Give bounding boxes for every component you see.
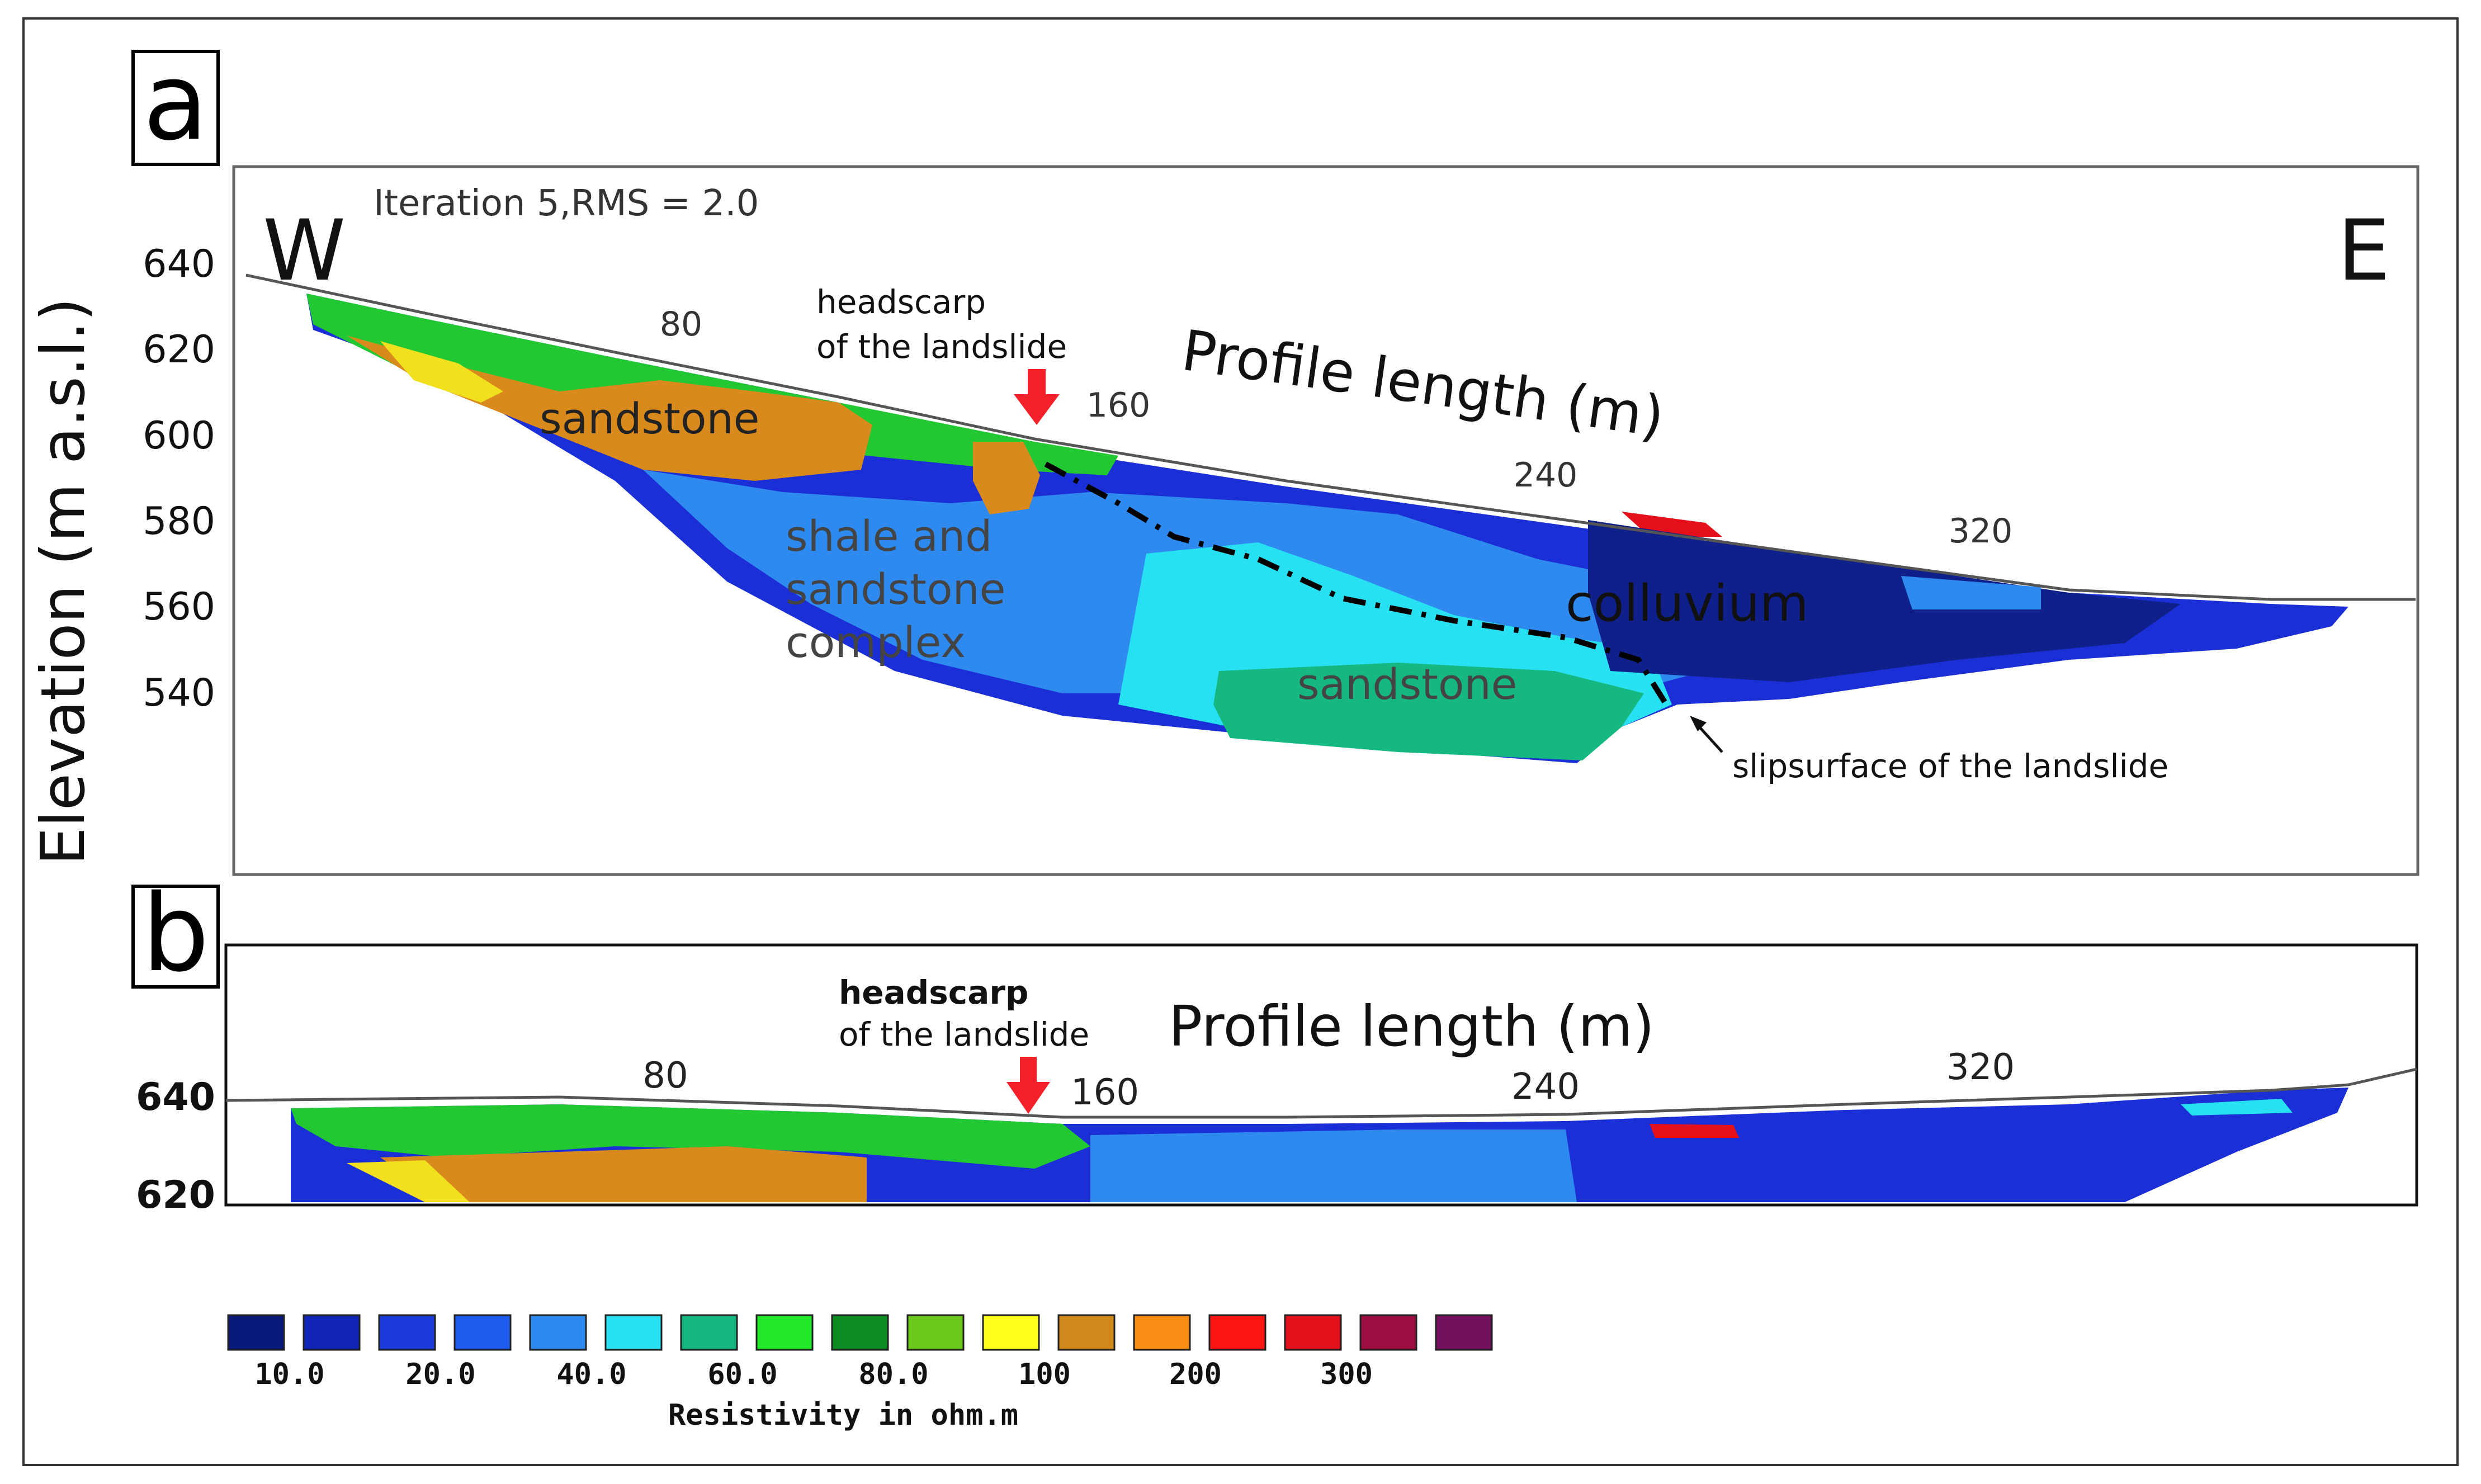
x-tick-b-160: 160: [1071, 1072, 1139, 1113]
label-colluvium: colluvium: [1566, 574, 1809, 633]
legend: 10.0 20.0 40.0 60.0 80.0 100 200 300 Res…: [227, 1314, 1493, 1432]
headscarp-label-b-1: headscarp: [839, 973, 1028, 1012]
label-shale-2: sandstone: [786, 564, 1005, 614]
legend-tick-80: 80.0: [858, 1358, 928, 1391]
legend-swatch: [1359, 1314, 1417, 1351]
label-sandstone-lower: sandstone: [1297, 659, 1517, 709]
section-a-orange-body: [347, 335, 872, 481]
label-sandstone-upper: sandstone: [540, 394, 759, 443]
y-tick-b-640: 640: [136, 1075, 215, 1119]
x-tick-a-240: 240: [1514, 456, 1578, 495]
headscarp-label-a-2: of the landslide: [816, 328, 1067, 366]
west-label: W: [263, 202, 346, 300]
y-tick-a-620: 620: [143, 328, 215, 372]
resistivity-section-a: [306, 294, 2348, 763]
panel-b-letter: b: [142, 872, 210, 995]
x-tick-a-320: 320: [1949, 512, 2013, 551]
x-tick-b-240: 240: [1511, 1066, 1580, 1108]
legend-swatch: [303, 1314, 361, 1351]
label-shale-1: shale and: [786, 511, 992, 561]
section-a-yellow-patch: [380, 341, 503, 403]
y-tick-a-540: 540: [143, 671, 215, 715]
y-tick-b-620: 620: [136, 1173, 215, 1217]
legend-swatch: [1133, 1314, 1191, 1351]
legend-title: Resistivity in ohm.m: [668, 1398, 1018, 1432]
legend-tick-300: 300: [1320, 1358, 1373, 1391]
slipsurface-pointer-head: [1690, 716, 1707, 731]
x-tick-a-80: 80: [660, 305, 702, 344]
legend-swatch: [755, 1314, 814, 1351]
section-b-red: [1650, 1124, 1739, 1138]
ground-surface-b: [225, 1067, 2417, 1119]
panel-a-letter: a: [143, 40, 208, 164]
legend-swatch: [604, 1314, 663, 1351]
legend-swatch: [529, 1314, 587, 1351]
legend-swatches: [227, 1314, 1493, 1351]
section-a-orange-lens: [973, 442, 1040, 514]
legend-swatch: [1435, 1314, 1493, 1351]
section-b-midblue: [1090, 1129, 1577, 1202]
slip-surface-line: [1044, 461, 1669, 706]
x-tick-b-320: 320: [1946, 1047, 2015, 1088]
section-b-green: [291, 1104, 1090, 1169]
panel-a: a Iteration 5,RMS = 2.0 W E 80 160 240 3…: [131, 40, 2419, 876]
legend-tick-10: 10.0: [254, 1358, 324, 1391]
iteration-label: Iteration 5,RMS = 2.0: [374, 183, 759, 224]
section-a-teal: [1213, 663, 1644, 760]
legend-swatch: [1208, 1314, 1267, 1351]
y-axis-label: Elevation (m a.s.l.): [29, 297, 98, 865]
legend-swatch: [831, 1314, 889, 1351]
x-tick-a-160: 160: [1086, 386, 1151, 425]
y-tick-a-640: 640: [143, 242, 215, 286]
headscarp-arrow-a: [1014, 369, 1060, 425]
panel-b-letter-box: [131, 885, 220, 989]
ground-surface-a: [245, 273, 2416, 601]
section-a-green-band: [306, 294, 1118, 475]
legend-swatch: [906, 1314, 965, 1351]
legend-tick-40: 40.0: [556, 1358, 626, 1391]
headscarp-label-a-1: headscarp: [816, 283, 986, 321]
y-tick-a-560: 560: [143, 585, 215, 629]
panel-b: b 80 160 240 320 640 620 Profile length …: [131, 872, 2418, 1217]
legend-tick-20: 20.0: [405, 1358, 475, 1391]
legend-swatch: [982, 1314, 1040, 1351]
section-b-orange: [380, 1146, 867, 1202]
headscarp-arrow-b: [1006, 1057, 1050, 1114]
legend-swatch: [680, 1314, 738, 1351]
legend-tick-100: 100: [1018, 1358, 1071, 1391]
east-label: E: [2337, 202, 2390, 300]
legend-swatch: [1284, 1314, 1342, 1351]
section-a-darkblue-core: [1588, 520, 2181, 682]
section-b-cyan-east: [2181, 1099, 2293, 1116]
legend-tick-60: 60.0: [707, 1358, 777, 1391]
x-axis-label-b: Profile length (m): [1169, 994, 1655, 1059]
y-tick-a-600: 600: [143, 414, 215, 458]
panel-a-letter-box: [131, 50, 220, 166]
label-shale-3: complex: [786, 617, 966, 667]
section-a-midblue-east: [1901, 576, 2041, 609]
headscarp-label-b-2: of the landslide: [839, 1015, 1089, 1053]
legend-swatch: [1057, 1314, 1116, 1351]
resistivity-section-b: [291, 1088, 2348, 1202]
legend-tick-200: 200: [1169, 1358, 1222, 1391]
legend-swatch: [227, 1314, 285, 1351]
section-b-yellow: [347, 1160, 470, 1202]
y-tick-a-580: 580: [143, 499, 215, 543]
x-tick-b-80: 80: [642, 1055, 688, 1097]
label-slipsurface: slipsurface of the landslide: [1732, 747, 2168, 785]
legend-swatch: [453, 1314, 512, 1351]
legend-swatch: [378, 1314, 436, 1351]
